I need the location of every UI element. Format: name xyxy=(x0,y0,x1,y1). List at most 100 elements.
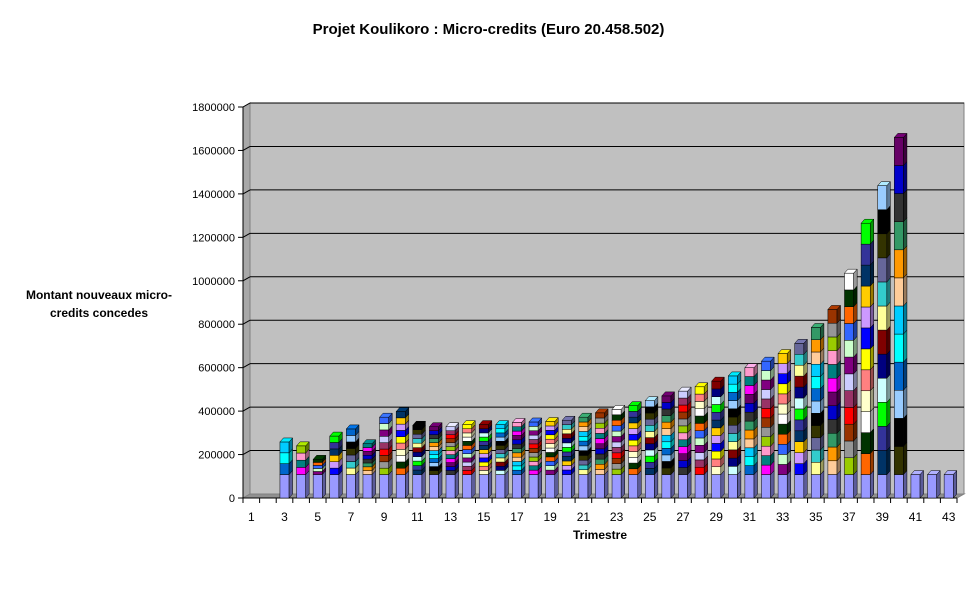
bar-top xyxy=(760,356,775,362)
bar-segment xyxy=(744,456,755,466)
bar-segment xyxy=(445,446,456,451)
bar-segment xyxy=(711,404,722,413)
bar-segment xyxy=(395,423,406,431)
bar-segment xyxy=(644,461,655,469)
bar-segment-side xyxy=(886,229,891,259)
bar-segment xyxy=(445,466,456,471)
bar-segment xyxy=(860,432,871,454)
bar-segment xyxy=(811,400,821,414)
bar-segment xyxy=(844,289,854,307)
bar-segment xyxy=(860,285,871,308)
bar-segment xyxy=(545,447,556,453)
bar-segment xyxy=(794,430,805,442)
bar-segment xyxy=(545,465,556,471)
bar-segment xyxy=(395,411,406,419)
bar-segment xyxy=(412,451,423,457)
bar-segment xyxy=(860,243,871,266)
bar-segment xyxy=(561,433,572,439)
bar-segment xyxy=(462,449,472,454)
bar-segment xyxy=(329,474,340,499)
bar-segment xyxy=(296,467,306,475)
bar-segment xyxy=(379,429,389,437)
bar-segment xyxy=(761,379,771,390)
bar-top xyxy=(628,401,642,406)
bar-segment xyxy=(860,453,871,475)
bar-segment xyxy=(528,426,539,431)
bar-segment xyxy=(346,448,356,456)
bar-top xyxy=(711,376,725,382)
bar-segment-side xyxy=(886,349,891,379)
y-tick-label: 200000 xyxy=(198,450,235,462)
bar-segment xyxy=(495,436,506,442)
bar-segment xyxy=(728,375,738,385)
bar-segment xyxy=(644,406,655,414)
bar-top xyxy=(395,407,410,412)
bar-segment xyxy=(943,474,954,499)
bar-segment xyxy=(711,396,722,405)
bar-segment xyxy=(777,353,788,364)
bar-segment xyxy=(894,221,904,251)
bar-segment xyxy=(528,421,539,427)
bar-segment xyxy=(595,433,605,439)
bar-segment-side xyxy=(604,469,609,499)
bar-segment-side xyxy=(338,469,343,499)
x-tick-label: 7 xyxy=(348,510,355,524)
bar-segment xyxy=(761,436,771,447)
bar-segment xyxy=(761,455,771,466)
x-tick-label: 19 xyxy=(544,510,558,524)
bar-segment xyxy=(379,461,389,469)
bar-segment xyxy=(611,468,622,475)
bar-segment xyxy=(711,458,722,468)
bar-segment xyxy=(777,403,788,415)
bar-segment xyxy=(777,393,788,405)
bar-segment xyxy=(644,455,655,463)
bar-segment xyxy=(346,428,356,436)
bar-segment xyxy=(412,447,423,453)
bar-segment xyxy=(478,428,489,434)
bar-segment xyxy=(877,377,888,403)
bar-segment xyxy=(661,421,672,429)
bar-segment xyxy=(744,367,755,377)
bar-segment xyxy=(279,463,290,475)
bar-top xyxy=(412,420,426,426)
bar-segment xyxy=(495,440,506,446)
bar-segment xyxy=(478,457,489,463)
bar-segment xyxy=(877,233,888,259)
bar-segment xyxy=(678,411,688,420)
bar-segment xyxy=(595,448,605,455)
bar-segment xyxy=(661,415,672,423)
bar-segment xyxy=(827,350,838,365)
bar-segment xyxy=(811,363,821,377)
bar-segment xyxy=(860,264,871,287)
bar-segment xyxy=(777,444,788,455)
bar-segment xyxy=(578,455,589,461)
bar-segment xyxy=(644,449,655,457)
bar-segment xyxy=(811,388,821,402)
bar-segment xyxy=(661,448,672,456)
bar-segment xyxy=(395,467,406,475)
gridline-side xyxy=(242,406,251,412)
bar-segment-side xyxy=(471,469,476,499)
bar-segment xyxy=(512,430,522,436)
bar-segment xyxy=(661,434,672,443)
x-tick-label: 39 xyxy=(876,510,890,524)
bar-segment xyxy=(777,373,788,385)
x-tick-label: 21 xyxy=(577,510,591,524)
bar-segment xyxy=(844,323,854,341)
bar-segment xyxy=(694,474,705,499)
bar-segment xyxy=(362,455,373,460)
bar-segment xyxy=(561,419,572,426)
bar-segment xyxy=(811,425,821,439)
x-tick-label: 31 xyxy=(743,510,757,524)
bar-segment xyxy=(545,452,556,458)
bar-segment xyxy=(611,419,622,426)
bar-segment xyxy=(611,441,622,448)
bar-segment xyxy=(827,336,838,351)
bar-top xyxy=(511,418,526,423)
bar-segment-side xyxy=(836,469,841,499)
bar-segment-side xyxy=(537,469,542,499)
bar-segment xyxy=(478,449,489,454)
bar-segment xyxy=(379,455,389,463)
bar-segment xyxy=(777,423,788,435)
